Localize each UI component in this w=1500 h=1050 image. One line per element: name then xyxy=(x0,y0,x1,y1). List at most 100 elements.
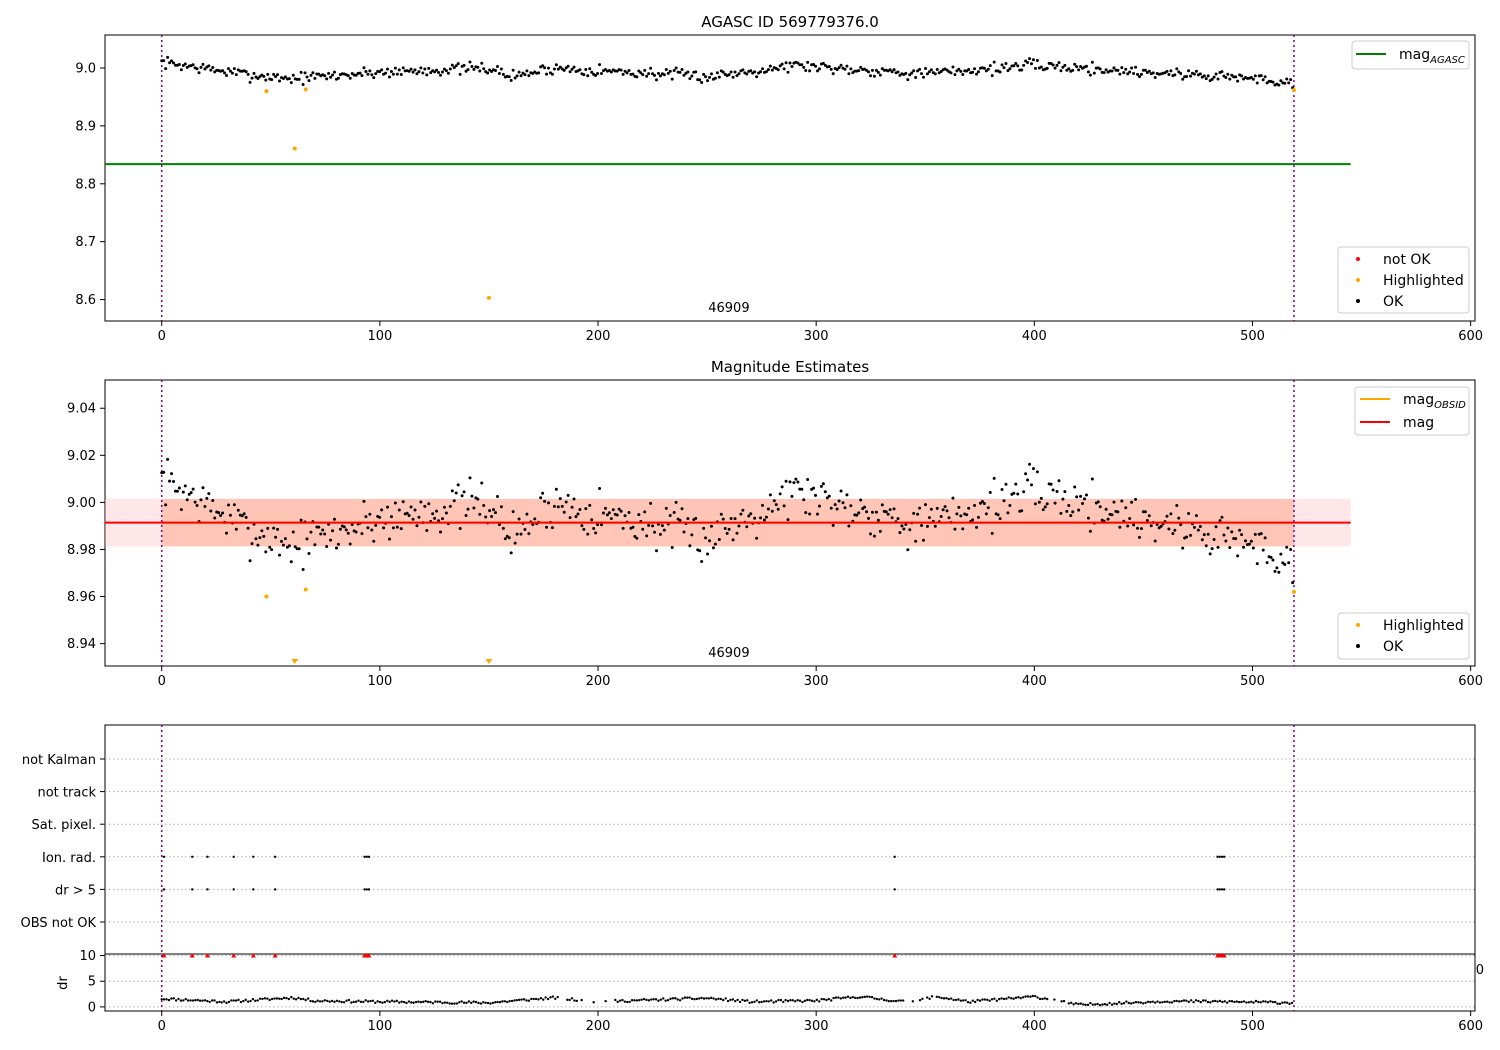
panel3-dr-point xyxy=(510,999,514,1003)
panel2-ok-point xyxy=(568,516,572,520)
panel2-ok-point xyxy=(788,480,792,484)
panel3-dr-point xyxy=(455,1002,459,1005)
panel1-ok-point xyxy=(513,76,517,80)
panel3-flag-label: not Kalman xyxy=(22,753,96,768)
panel3-dr-point xyxy=(1098,1004,1102,1007)
panel3-dr-point xyxy=(813,1000,816,1003)
panel1-ok-point xyxy=(717,75,721,79)
panel2-ok-point xyxy=(945,509,949,513)
panel3-dr-point xyxy=(1163,1000,1166,1004)
panel1-ok-point xyxy=(1261,78,1265,82)
panel3-dr-point xyxy=(1165,1000,1169,1003)
panel1-ok-point xyxy=(258,75,262,79)
panel1-ok-point xyxy=(658,74,662,78)
panel2-ok-point xyxy=(582,527,586,531)
panel1-ok-point xyxy=(1210,77,1214,81)
panel2-ok-point xyxy=(511,510,515,514)
panel1-ok-point xyxy=(523,73,527,77)
panel2-ok-point xyxy=(440,517,444,521)
panel1-ok-point xyxy=(1230,73,1234,77)
panel1-ok-point xyxy=(307,79,311,83)
panel1-ok-point xyxy=(874,68,878,72)
panel3-dr-point xyxy=(981,998,984,1001)
panel3-dr-point xyxy=(275,997,279,1000)
panel3-dr-point xyxy=(1218,999,1222,1003)
panel2-ok-point xyxy=(1281,561,1285,565)
panel3-dr-point xyxy=(995,999,999,1002)
panel1-ok-point xyxy=(387,75,391,79)
panel3-dr-point xyxy=(393,1000,396,1003)
panel3-dr-point xyxy=(887,999,891,1003)
panel2-ok-point xyxy=(592,526,596,530)
panel2-ok-point xyxy=(1143,510,1147,514)
panel2-ok-point xyxy=(172,479,175,483)
panel1-ok-point xyxy=(329,75,333,79)
panel3-dr-point xyxy=(810,999,814,1003)
panel2-highlighted-point xyxy=(264,594,269,599)
panel2-ok-point xyxy=(959,514,963,518)
panel2-ok-point xyxy=(364,515,368,519)
panel2-ok-point xyxy=(796,480,800,484)
panel2-ok-point xyxy=(1000,487,1004,491)
panel2-ok-point xyxy=(1063,490,1067,494)
panel1-ok-point xyxy=(1185,74,1189,78)
panel3-dr-point xyxy=(237,998,240,1002)
panel1-ok-point xyxy=(672,68,676,72)
panel1-ok-point xyxy=(662,73,666,77)
panel2-ok-point xyxy=(1081,501,1085,505)
panel1-ok-point xyxy=(814,64,818,68)
panel1-ok-point xyxy=(686,70,690,74)
panel1-xtick-label: 100 xyxy=(367,329,392,344)
panel2-ok-point xyxy=(448,504,452,508)
panel1-ok-point xyxy=(360,74,364,78)
panel3-dr-point xyxy=(662,997,665,1000)
panel2-ok-point xyxy=(1202,533,1206,537)
panel3-dr-point xyxy=(702,997,706,1000)
panel2-ok-point xyxy=(225,531,229,535)
panel3-dr-point xyxy=(806,998,809,1002)
panel1-ok-point xyxy=(250,76,254,80)
panel1-ok-point xyxy=(982,66,986,70)
panel3-dr-point xyxy=(964,999,967,1002)
panel3-dr-point xyxy=(359,1000,363,1004)
panel1-ok-point xyxy=(770,68,774,72)
panel2-title: Magnitude Estimates xyxy=(711,358,869,376)
panel3-dr-point xyxy=(717,997,720,1000)
panel3-dr-point xyxy=(518,998,521,1002)
panel3-dr-point xyxy=(676,998,679,1001)
panel3-dr-point xyxy=(1273,1000,1277,1004)
panel3-dr-point xyxy=(1017,996,1020,999)
panel3-dr-point xyxy=(966,1000,970,1004)
panel1-legend-marker xyxy=(1356,257,1360,261)
panel1-ok-point xyxy=(975,72,979,76)
panel2-ok-point xyxy=(1073,485,1077,489)
panel3-dr-point xyxy=(957,998,960,1001)
panel2-xtick-label: 300 xyxy=(804,674,829,689)
panel2-ok-point xyxy=(1086,516,1090,520)
panel3-dr-point xyxy=(678,999,682,1002)
panel1-ok-point xyxy=(168,61,172,65)
panel2-ok-point xyxy=(1061,497,1065,501)
panel2-ok-point xyxy=(870,510,874,514)
panel1-legend-marker xyxy=(1356,278,1360,282)
panel1-ok-point xyxy=(1137,75,1141,79)
panel2-ok-point xyxy=(1228,546,1232,550)
panel3-dr-point xyxy=(568,998,571,1002)
panel1-ok-point xyxy=(223,71,227,75)
panel1-ok-point xyxy=(878,73,882,77)
panel3-dr-point xyxy=(1245,1001,1248,1004)
panel3-dr-point xyxy=(318,1000,322,1003)
panel1-ok-point xyxy=(311,71,315,75)
panel2-ok-point xyxy=(331,529,335,533)
panel2-ok-point xyxy=(933,524,937,528)
panel2-ok-point xyxy=(1145,519,1149,523)
panel2-ok-point xyxy=(1153,539,1157,543)
panel1-ok-point xyxy=(914,76,918,80)
panel1-ok-point xyxy=(380,68,384,72)
panel1-ok-point xyxy=(325,77,329,81)
panel2-ok-point xyxy=(755,536,759,540)
panel1-xtick-label: 300 xyxy=(804,329,829,344)
panel3-dr-point xyxy=(210,999,214,1002)
panel3-dr-point xyxy=(1026,995,1030,998)
panel1-ok-point xyxy=(179,68,183,72)
